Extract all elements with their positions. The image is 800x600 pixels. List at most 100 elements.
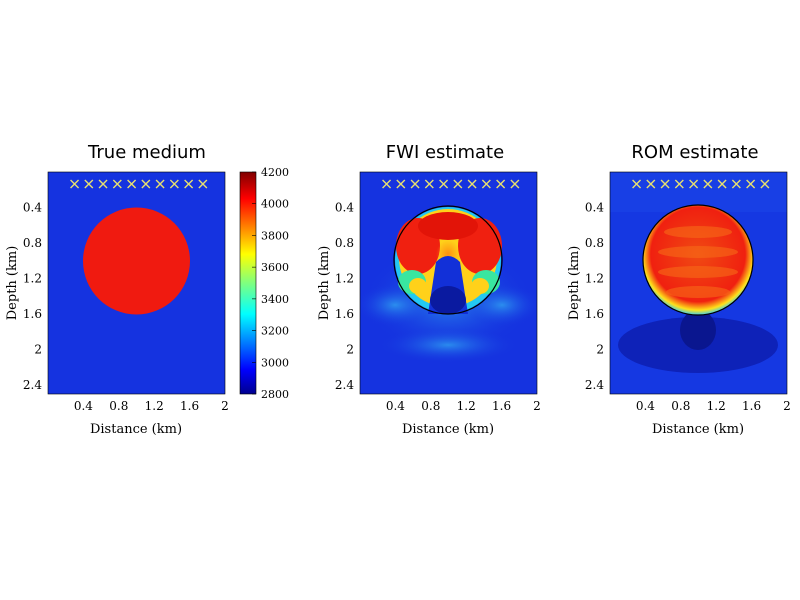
source-markers (70, 179, 208, 189)
source-marker (141, 179, 151, 189)
panel-title-rom-estimate: ROM estimate (631, 142, 758, 163)
source-marker (453, 179, 463, 189)
y-tick-label: 0.4 (335, 201, 354, 215)
x-tick-label: 1.6 (492, 399, 511, 413)
y-tick-label: 2.4 (335, 378, 354, 392)
y-tick-label: 2 (346, 343, 354, 357)
y-tick-label: 1.6 (585, 307, 604, 321)
true-inclusion-outline (393, 205, 503, 315)
y-tick-label: 2.4 (585, 378, 604, 392)
source-marker (410, 179, 420, 189)
y-axis-label: Depth (km) (5, 246, 20, 321)
y-tick-label: 1.2 (335, 272, 354, 286)
low-velocity-core (430, 286, 466, 314)
y-tick-label: 0.4 (585, 201, 604, 215)
y-tick-labels: 0.4 0.8 1.2 1.6 2 2.4 (335, 201, 354, 393)
panel-true-medium: True medium 0.4 0.8 1.2 1.6 2 0.4 0.8 1.2 1.6 2 2… (5, 142, 229, 437)
source-marker (717, 179, 727, 189)
source-marker (112, 179, 122, 189)
source-marker (98, 179, 108, 189)
source-marker (689, 179, 699, 189)
source-marker (467, 179, 477, 189)
x-tick-label: 1.6 (742, 399, 761, 413)
intermediate-right-inner (471, 278, 489, 294)
colorbar-tick-label: 3000 (261, 356, 289, 369)
x-axis-label: Distance (km) (90, 422, 182, 437)
source-marker (439, 179, 449, 189)
y-tick-label: 0.8 (335, 236, 354, 250)
source-marker (510, 179, 520, 189)
x-tick-labels: 0.4 0.8 1.2 1.6 2 (386, 399, 541, 413)
panel-rom-estimate: ROM estimate 0.4 0.8 1.2 1.6 2 0.4 0.8 1.2 1.6 2… (567, 142, 791, 437)
y-tick-label: 0.8 (585, 236, 604, 250)
colorbar-tick-label: 3200 (261, 325, 289, 338)
panel-title-fwi-estimate: FWI estimate (386, 142, 504, 163)
x-tick-labels: 0.4 0.8 1.2 1.6 2 (636, 399, 791, 413)
halo-deep (378, 327, 518, 363)
colorbar-tick-label: 3800 (261, 229, 289, 242)
x-tick-label: 0.4 (636, 399, 655, 413)
colorbar-tick-label: 3600 (261, 261, 289, 274)
y-tick-label: 0.8 (23, 236, 42, 250)
x-tick-label: 2 (533, 399, 541, 413)
source-marker (731, 179, 741, 189)
source-marker (424, 179, 434, 189)
source-marker (746, 179, 756, 189)
colorbar-gradient (239, 171, 257, 395)
x-tick-labels: 0.4 0.8 1.2 1.6 2 (74, 399, 229, 413)
colorbar: 4200 4000 3800 3600 3400 3200 3000 2800 (239, 166, 289, 401)
source-markers (632, 179, 770, 189)
y-tick-label: 1.6 (23, 307, 42, 321)
colorbar-tick-labels: 4200 4000 3800 3600 3400 3200 3000 2800 (252, 166, 289, 401)
y-tick-labels: 0.4 0.8 1.2 1.6 2 2.4 (23, 201, 42, 393)
colorbar-tick-label: 2800 (261, 388, 289, 401)
source-marker (496, 179, 506, 189)
inner-band-4 (666, 286, 730, 298)
source-marker (674, 179, 684, 189)
x-tick-label: 1.2 (145, 399, 164, 413)
heatmap-rom-estimate (610, 172, 787, 394)
source-marker (184, 179, 194, 189)
x-tick-label: 0.8 (109, 399, 128, 413)
low-velocity-tail (680, 310, 716, 350)
y-tick-label: 0.4 (23, 201, 42, 215)
heatmap-true-medium (48, 172, 225, 394)
velocity-inclusion (83, 207, 190, 315)
x-tick-label: 1.2 (707, 399, 726, 413)
y-tick-labels: 0.4 0.8 1.2 1.6 2 2.4 (585, 201, 604, 393)
plot-frame (359, 171, 538, 395)
panel-fwi-estimate: FWI estimate 0.4 0.8 1.2 1.6 2 0.4 0.8 1.2 1.6 (317, 142, 541, 437)
plot-frame (609, 171, 788, 395)
y-tick-label: 2.4 (23, 378, 42, 392)
x-tick-label: 0.4 (74, 399, 93, 413)
y-tick-label: 2 (596, 343, 604, 357)
source-marker (646, 179, 656, 189)
x-tick-label: 2 (783, 399, 791, 413)
source-marker (760, 179, 770, 189)
source-marker (155, 179, 165, 189)
x-tick-label: 1.6 (180, 399, 199, 413)
panel-title-true-medium: True medium (87, 142, 206, 163)
x-tick-label: 1.2 (457, 399, 476, 413)
inner-band-3 (658, 266, 738, 278)
y-tick-label: 1.6 (335, 307, 354, 321)
x-tick-label: 0.8 (421, 399, 440, 413)
x-tick-label: 0.8 (671, 399, 690, 413)
high-velocity-top-lobe (418, 212, 478, 240)
y-axis-label: Depth (km) (567, 246, 582, 321)
source-marker (84, 179, 94, 189)
source-marker (169, 179, 179, 189)
inner-band-1 (664, 226, 732, 238)
source-marker (632, 179, 642, 189)
source-marker (70, 179, 80, 189)
plot-frame (47, 171, 226, 395)
source-marker (660, 179, 670, 189)
source-marker (481, 179, 491, 189)
source-marker (703, 179, 713, 189)
y-tick-label: 1.2 (23, 272, 42, 286)
colorbar-tick-label: 4200 (261, 166, 289, 179)
x-tick-label: 0.4 (386, 399, 405, 413)
colorbar-tick-label: 3400 (261, 293, 289, 306)
true-inclusion-outline (642, 204, 754, 316)
